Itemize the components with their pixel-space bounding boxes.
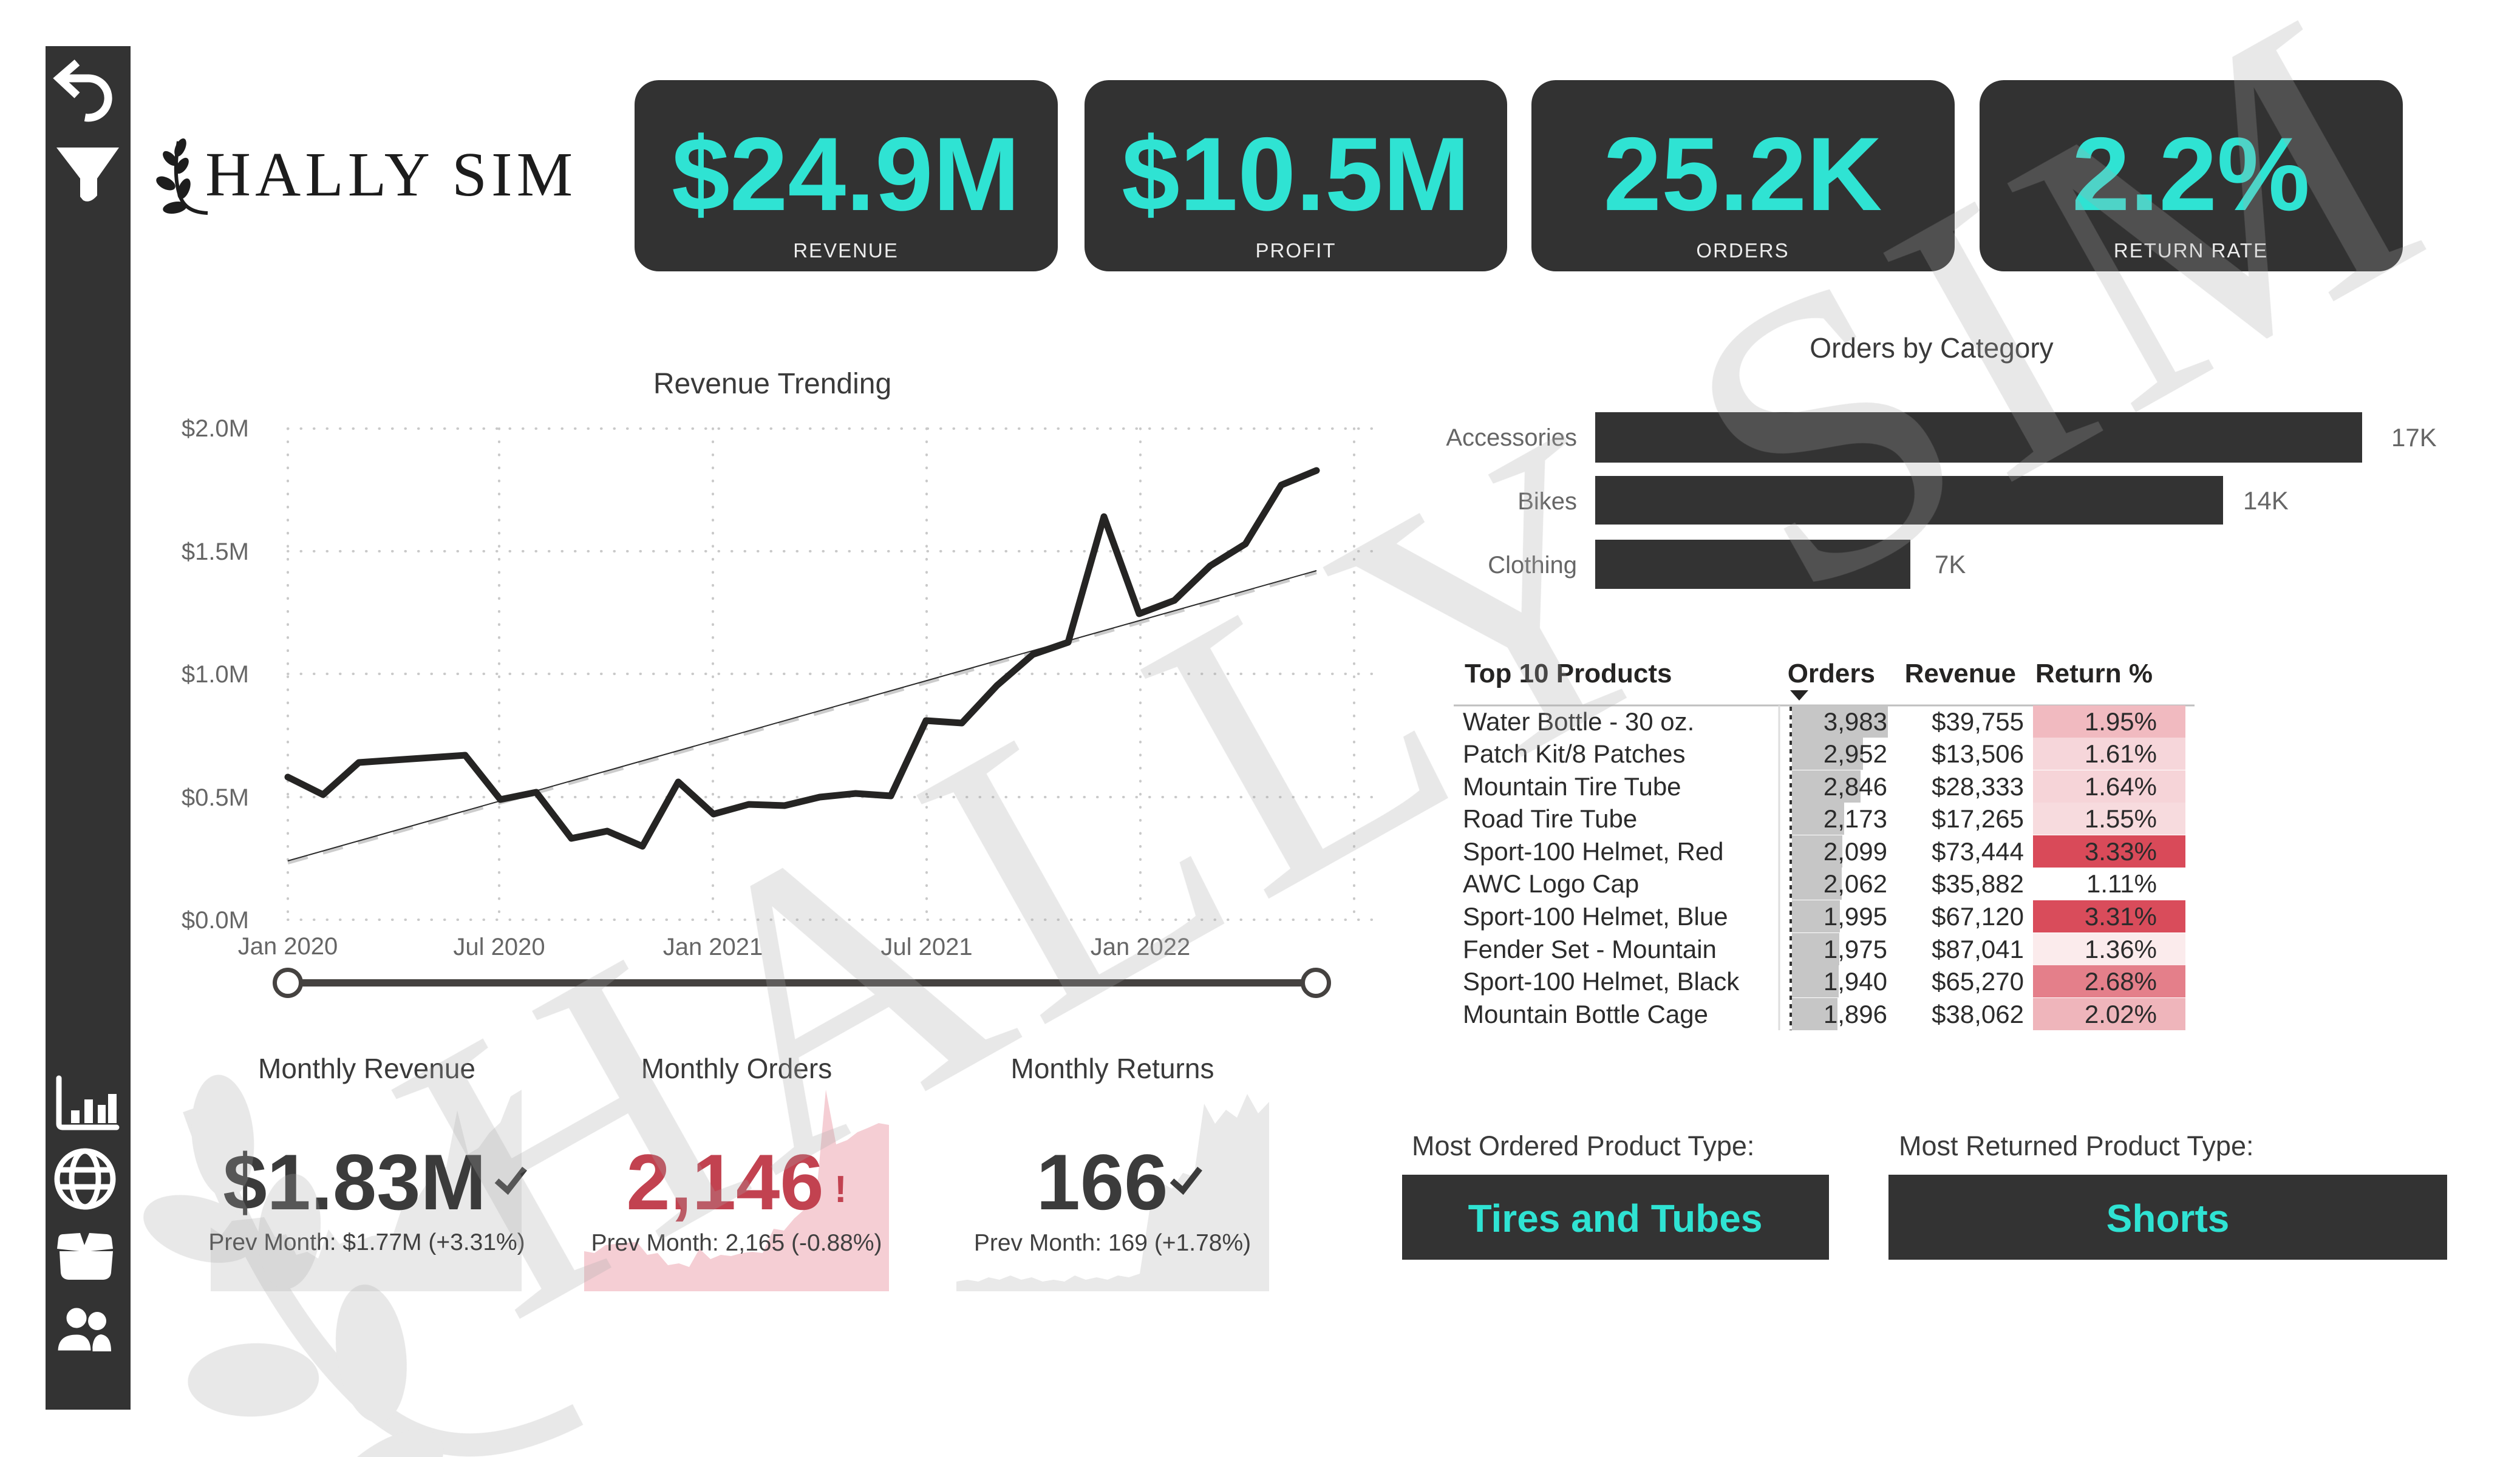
svg-text:Orders: Orders bbox=[1788, 659, 1875, 688]
svg-text:Monthly Returns: Monthly Returns bbox=[1011, 1053, 1214, 1084]
svg-text:$13,506: $13,506 bbox=[1932, 739, 2024, 768]
svg-text:$1.0M: $1.0M bbox=[182, 661, 249, 688]
svg-text:$2.0M: $2.0M bbox=[182, 415, 249, 442]
svg-text:$67,120: $67,120 bbox=[1932, 902, 2024, 931]
svg-text:Shorts: Shorts bbox=[2106, 1197, 2230, 1240]
svg-text:ORDERS: ORDERS bbox=[1696, 239, 1789, 262]
svg-text:17K: 17K bbox=[2391, 423, 2437, 452]
svg-text:1,995: 1,995 bbox=[1824, 902, 1887, 931]
svg-text:2,846: 2,846 bbox=[1824, 772, 1887, 801]
svg-text:Jul 2021: Jul 2021 bbox=[880, 934, 972, 960]
svg-text:1,940: 1,940 bbox=[1824, 967, 1887, 996]
svg-text:Return %: Return % bbox=[2035, 659, 2153, 688]
svg-text:Jan 2020: Jan 2020 bbox=[238, 933, 338, 960]
svg-text:1.55%: 1.55% bbox=[2085, 804, 2157, 833]
svg-text:Fender Set - Mountain: Fender Set - Mountain bbox=[1463, 935, 1717, 963]
svg-text:2.2%: 2.2% bbox=[2072, 116, 2310, 233]
svg-text:$87,041: $87,041 bbox=[1932, 935, 2024, 963]
svg-text:Bikes: Bikes bbox=[1517, 488, 1577, 515]
svg-text:PROFIT: PROFIT bbox=[1256, 239, 1337, 262]
svg-text:Most Returned Product Type:: Most Returned Product Type: bbox=[1899, 1130, 2253, 1161]
svg-text:Clothing: Clothing bbox=[1488, 552, 1577, 579]
svg-text:Revenue: Revenue bbox=[1905, 659, 2016, 688]
svg-text:2.68%: 2.68% bbox=[2085, 967, 2157, 996]
svg-text:$0.5M: $0.5M bbox=[182, 784, 249, 811]
svg-text:Revenue Trending: Revenue Trending bbox=[653, 368, 891, 400]
svg-text:HALLY SIM: HALLY SIM bbox=[205, 140, 577, 209]
svg-text:2,173: 2,173 bbox=[1824, 804, 1887, 833]
svg-text:Accessories: Accessories bbox=[1446, 424, 1577, 451]
svg-text:AWC Logo Cap: AWC Logo Cap bbox=[1463, 869, 1639, 898]
svg-text:25.2K: 25.2K bbox=[1604, 116, 1882, 233]
svg-text:Jan 2022: Jan 2022 bbox=[1091, 934, 1191, 960]
svg-text:$73,444: $73,444 bbox=[1932, 837, 2024, 866]
svg-text:Sport-100 Helmet, Black: Sport-100 Helmet, Black bbox=[1463, 967, 1740, 996]
svg-text:2,062: 2,062 bbox=[1824, 869, 1887, 898]
svg-text:Monthly Revenue: Monthly Revenue bbox=[258, 1053, 475, 1084]
svg-text:Top 10 Products: Top 10 Products bbox=[1465, 659, 1672, 688]
svg-text:Orders by Category: Orders by Category bbox=[1810, 332, 2053, 364]
svg-text:14K: 14K bbox=[2243, 486, 2289, 515]
svg-text:$38,062: $38,062 bbox=[1932, 1000, 2024, 1028]
svg-text:Monthly Orders: Monthly Orders bbox=[641, 1053, 832, 1084]
svg-text:Prev Month: 169 (+1.78%): Prev Month: 169 (+1.78%) bbox=[974, 1230, 1251, 1256]
svg-text:Most Ordered Product Type:: Most Ordered Product Type: bbox=[1412, 1130, 1754, 1161]
svg-text:Patch Kit/8 Patches: Patch Kit/8 Patches bbox=[1463, 739, 1686, 768]
svg-text:$10.5M: $10.5M bbox=[1122, 116, 1470, 233]
svg-text:!: ! bbox=[834, 1169, 847, 1211]
svg-text:$24.9M: $24.9M bbox=[672, 116, 1020, 233]
svg-text:1.95%: 1.95% bbox=[2085, 707, 2157, 736]
svg-text:RETURN RATE: RETURN RATE bbox=[2114, 239, 2268, 262]
svg-text:Water Bottle - 30 oz.: Water Bottle - 30 oz. bbox=[1463, 707, 1694, 736]
svg-text:166: 166 bbox=[1037, 1138, 1168, 1226]
svg-text:Sport-100 Helmet, Red: Sport-100 Helmet, Red bbox=[1463, 837, 1724, 866]
svg-text:2.02%: 2.02% bbox=[2085, 1000, 2157, 1028]
svg-text:2,952: 2,952 bbox=[1824, 739, 1887, 768]
svg-text:REVENUE: REVENUE bbox=[793, 239, 899, 262]
svg-text:Mountain Bottle Cage: Mountain Bottle Cage bbox=[1463, 1000, 1708, 1028]
svg-text:$0.0M: $0.0M bbox=[182, 907, 249, 934]
svg-text:$35,882: $35,882 bbox=[1932, 869, 2024, 898]
svg-text:2,099: 2,099 bbox=[1824, 837, 1887, 866]
svg-text:1.36%: 1.36% bbox=[2085, 935, 2157, 963]
svg-text:1,896: 1,896 bbox=[1824, 1000, 1887, 1028]
svg-text:$28,333: $28,333 bbox=[1932, 772, 2024, 801]
svg-text:1.64%: 1.64% bbox=[2085, 772, 2157, 801]
svg-text:$65,270: $65,270 bbox=[1932, 967, 2024, 996]
svg-text:3.33%: 3.33% bbox=[2085, 837, 2157, 866]
svg-text:1.61%: 1.61% bbox=[2085, 739, 2157, 768]
svg-text:Prev Month: 2,165 (-0.88%): Prev Month: 2,165 (-0.88%) bbox=[591, 1230, 882, 1256]
svg-text:1.11%: 1.11% bbox=[2086, 869, 2157, 898]
svg-text:$1.5M: $1.5M bbox=[182, 538, 249, 565]
svg-text:Mountain Tire Tube: Mountain Tire Tube bbox=[1463, 772, 1681, 801]
svg-text:3,983: 3,983 bbox=[1824, 707, 1887, 736]
svg-text:7K: 7K bbox=[1935, 550, 1966, 579]
svg-text:Road Tire Tube: Road Tire Tube bbox=[1463, 804, 1637, 833]
svg-text:Jul 2020: Jul 2020 bbox=[453, 934, 545, 960]
svg-text:$17,265: $17,265 bbox=[1932, 804, 2024, 833]
svg-text:1,975: 1,975 bbox=[1824, 935, 1887, 963]
svg-text:Sport-100 Helmet, Blue: Sport-100 Helmet, Blue bbox=[1463, 902, 1728, 931]
svg-text:Jan 2021: Jan 2021 bbox=[663, 934, 763, 960]
svg-text:2,146: 2,146 bbox=[626, 1138, 823, 1226]
svg-text:Tires and Tubes: Tires and Tubes bbox=[1468, 1197, 1763, 1240]
svg-text:$39,755: $39,755 bbox=[1932, 707, 2024, 736]
svg-text:3.31%: 3.31% bbox=[2085, 902, 2157, 931]
